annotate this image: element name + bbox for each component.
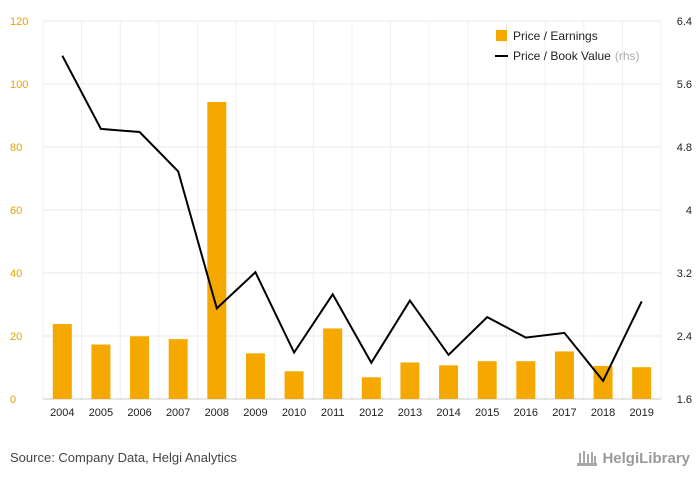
x-tick-label: 2008 [205, 407, 229, 419]
x-tick-label: 2009 [243, 407, 267, 419]
bar-2004 [52, 324, 72, 399]
bar-2011 [323, 328, 343, 399]
x-tick-label: 2012 [359, 407, 383, 419]
bar-2008 [207, 101, 227, 399]
brand-logo: HelgiLibrary [576, 449, 690, 467]
legend-pbv-label: Price / Book Value (rhs) [513, 49, 640, 63]
bar-2005 [91, 344, 111, 399]
x-tick-label: 2006 [127, 407, 151, 419]
legend-pe-marker [496, 30, 507, 41]
right-tick-label: 1.6 [677, 394, 692, 406]
x-tick-label: 2010 [282, 407, 306, 419]
right-axis-ticks: 1.6 2.4 3.2 4 4.8 5.6 6.4 [677, 16, 692, 406]
pe-bars [52, 101, 652, 399]
library-icon [577, 451, 598, 466]
x-tick-label: 2019 [629, 407, 653, 419]
x-tick-label: 2005 [89, 407, 113, 419]
x-tick-label: 2015 [475, 407, 499, 419]
right-tick-label: 3.2 [677, 268, 692, 280]
x-tick-label: 2011 [321, 407, 345, 419]
x-axis: 2004 2005 2006 2007 2008 2009 2010 2011 2012 2013… [50, 407, 654, 419]
source-note: Source: Company Data, Helgi Analytics [10, 450, 237, 465]
x-tick-label: 2016 [514, 407, 538, 419]
bar-2006 [130, 336, 150, 399]
brand-name: HelgiLibrary [602, 449, 690, 467]
bar-2015 [477, 361, 497, 399]
x-tick-label: 2018 [591, 407, 615, 419]
left-tick-label: 0 [10, 394, 16, 406]
x-tick-label: 2017 [552, 407, 576, 419]
x-tick-label: 2013 [398, 407, 422, 419]
bar-2012 [361, 377, 381, 399]
left-tick-label: 120 [10, 16, 28, 28]
bar-2016 [516, 361, 536, 399]
bar-2007 [168, 339, 188, 399]
right-tick-label: 6.4 [677, 16, 692, 28]
right-tick-label: 4.8 [677, 142, 692, 154]
left-tick-label: 40 [10, 268, 22, 280]
left-tick-label: 20 [10, 331, 22, 343]
left-axis-ticks: 0 20 40 60 80 100 120 [10, 16, 28, 406]
bar-2017 [554, 351, 574, 399]
bar-2019 [632, 367, 652, 399]
x-tick-label: 2014 [436, 407, 460, 419]
bar-2018 [593, 365, 613, 399]
x-tick-label: 2007 [166, 407, 190, 419]
right-tick-label: 2.4 [677, 331, 692, 343]
gridlines [42, 20, 662, 400]
pbv-line [61, 55, 643, 383]
legend-pe-label: Price / Earnings [513, 29, 598, 43]
bar-2013 [400, 362, 420, 399]
left-tick-label: 60 [10, 205, 22, 217]
right-tick-label: 4 [686, 205, 692, 217]
left-tick-label: 80 [10, 142, 22, 154]
legend-pbv-suffix: (rhs) [615, 49, 640, 63]
legend-pbv-name: Price / Book Value [513, 49, 611, 63]
left-tick-label: 100 [10, 79, 28, 91]
x-tick-label: 2004 [50, 407, 74, 419]
bar-2009 [245, 353, 265, 399]
legend: Price / Earnings Price / Book Value (rhs) [495, 29, 640, 63]
bar-2014 [439, 365, 459, 399]
bar-2010 [284, 371, 304, 399]
pbv-series-line [61, 55, 643, 383]
right-tick-label: 5.6 [677, 79, 692, 91]
